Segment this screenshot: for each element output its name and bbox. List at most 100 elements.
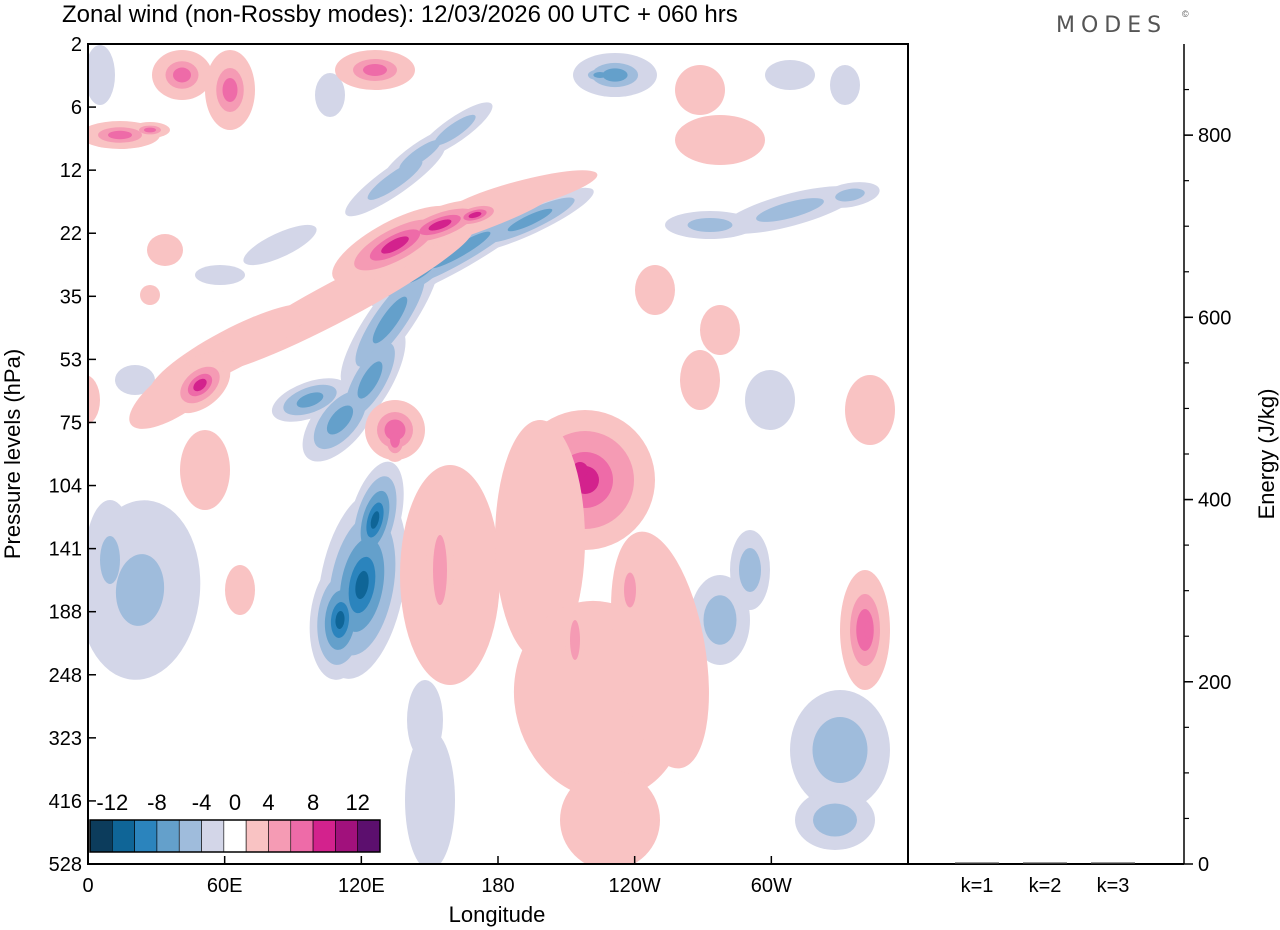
contour-shape <box>560 770 660 864</box>
contour-shape <box>434 114 476 146</box>
colorbar-frame <box>89 819 381 853</box>
colorbar-swatch <box>156 819 180 853</box>
pressure-ticks: 2 6 12 22 35 53 75 104 141 188 248 323 416 528 <box>49 34 96 876</box>
colorbar-swatch <box>335 819 358 853</box>
contour-shape <box>675 115 765 165</box>
contour-shape <box>180 430 230 510</box>
longitude-tick-label: 180 <box>481 875 514 897</box>
contour-shape <box>381 236 409 254</box>
negative-wind-region <box>573 53 657 97</box>
colorbar-label: 0 <box>229 790 241 815</box>
colorbar-label: -8 <box>147 790 167 815</box>
contour-shape <box>812 717 868 783</box>
energy-tick-label: 400 <box>1198 490 1231 512</box>
contour-shape <box>687 218 733 232</box>
contour-shape <box>405 730 455 864</box>
contour-shape <box>765 60 815 90</box>
contour-shape <box>140 285 160 305</box>
colorbar-swatch <box>268 819 292 853</box>
contour-shape <box>739 548 761 592</box>
contour-shape <box>745 370 795 430</box>
contour-shape <box>357 361 383 399</box>
contour-shape <box>296 392 324 408</box>
contour-shape <box>222 78 238 102</box>
pressure-tick-label: 75 <box>60 412 82 434</box>
energy-category-label: k=3 <box>1097 875 1130 897</box>
negative-wind-region <box>345 102 493 217</box>
positive-wind-region <box>169 199 505 414</box>
contour-shape <box>428 219 452 231</box>
contour-shape <box>507 208 553 232</box>
colorbar-swatch <box>112 819 135 853</box>
contour-shape <box>593 72 607 78</box>
energy-category-label: k=2 <box>1029 875 1062 897</box>
energy-category-label: k=1 <box>961 875 994 897</box>
energy-bar <box>1091 862 1135 864</box>
wind-heatmap-panel: 2 6 12 22 35 53 75 104 141 188 248 323 416 528 0 60E 12… <box>0 34 909 927</box>
contour-shape <box>335 611 345 629</box>
pressure-tick-label: 141 <box>49 539 82 561</box>
contour-shape <box>315 73 345 117</box>
pressure-tick-label: 53 <box>60 349 82 371</box>
contour-shape <box>225 565 255 615</box>
energy-bar <box>955 862 999 864</box>
contour-shape <box>88 375 100 425</box>
contour-shape <box>635 265 675 315</box>
negative-wind-region <box>405 680 455 864</box>
energy-ticks: 0 200 400 600 800 <box>1184 88 1231 876</box>
contour-shape <box>602 68 628 82</box>
pressure-tick-label: 416 <box>49 791 82 813</box>
x-axis-label: Longitude <box>449 902 546 927</box>
contour-shape <box>326 405 354 435</box>
contour-shape <box>147 234 183 266</box>
contour-shape <box>864 621 872 639</box>
contour-shape <box>243 224 317 266</box>
pressure-tick-label: 188 <box>49 602 82 624</box>
colorbar-swatches <box>89 819 381 853</box>
colorbar: -12 -8 -4 0 4 8 12 <box>89 790 381 853</box>
positive-wind-region <box>426 500 642 680</box>
y-axis-label: Pressure levels (hPa) <box>0 349 25 559</box>
energy-bars: k=1 k=2 k=3 <box>955 862 1135 897</box>
colorbar-swatch <box>134 819 158 853</box>
colorbar-swatch <box>312 819 336 853</box>
negative-wind-region <box>690 530 770 665</box>
contour-shape <box>108 130 132 140</box>
contour-shape <box>390 432 400 448</box>
energy-tick-label: 200 <box>1198 672 1231 694</box>
contour-shape <box>756 198 824 222</box>
colorbar-swatch <box>290 819 314 853</box>
energy-tick-label: 0 <box>1198 854 1209 876</box>
modes-logo: MODES <box>1056 13 1167 38</box>
longitude-ticks: 0 60E 120E 180 120W 60W <box>82 856 792 897</box>
negative-wind-region <box>88 500 201 680</box>
contour-shape <box>468 211 482 219</box>
contour-shape <box>495 420 585 660</box>
contour-shape <box>193 378 207 392</box>
positive-wind-region <box>400 420 709 864</box>
contour-shape <box>115 554 165 626</box>
negative-wind-region <box>665 182 880 239</box>
contour-shape <box>845 375 895 445</box>
contour-shape <box>372 296 408 344</box>
contour-shape <box>433 535 447 605</box>
chart-title: Zonal wind (non-Rossby modes): 12/03/202… <box>62 1 738 28</box>
positive-wind-region <box>840 570 890 690</box>
wind-contours <box>88 45 895 864</box>
colorbar-swatch <box>201 819 225 853</box>
colorbar-label: -12 <box>96 790 128 815</box>
pressure-tick-label: 22 <box>60 223 82 245</box>
energy-bar-panel: k=1 k=2 k=3 0 200 400 600 800 Energy (J/kg) <box>907 44 1279 897</box>
contour-shape <box>399 139 441 171</box>
energy-bar <box>1023 862 1067 864</box>
longitude-tick-label: 120W <box>609 875 661 897</box>
contour-shape <box>407 680 443 760</box>
longitude-tick-label: 60W <box>751 875 792 897</box>
contour-shape <box>680 350 720 410</box>
pressure-tick-label: 6 <box>71 97 82 119</box>
contour-shape <box>700 305 740 355</box>
contour-shape <box>703 595 737 645</box>
colorbar-label: 12 <box>345 790 369 815</box>
pressure-tick-label: 528 <box>49 854 82 876</box>
